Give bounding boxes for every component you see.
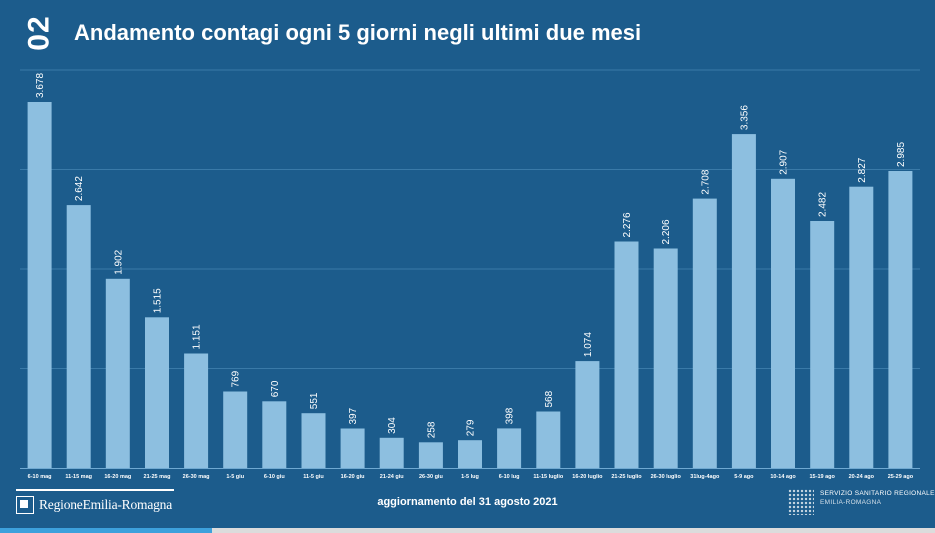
region-logo: RegioneEmilia-Romagna (16, 489, 174, 515)
data-label: 279 (466, 419, 477, 436)
region-logo-text: RegioneEmilia-Romagna (39, 497, 173, 512)
data-label: 1.902 (113, 249, 124, 274)
accent-strip (0, 528, 212, 533)
region-emblem-icon (16, 496, 34, 514)
bar (888, 171, 913, 468)
logo-rule (16, 489, 174, 491)
bar (66, 205, 91, 468)
section-number-text: 02 (23, 15, 56, 51)
x-tick-label: 26-30 mag (183, 474, 210, 480)
service-name-line2: EMILIA-ROMAGNA (820, 499, 882, 506)
x-tick-label: 21-25 mag (144, 474, 171, 480)
x-tick-label: 21-25 luglio (611, 474, 642, 480)
data-label: 2.276 (622, 212, 633, 237)
bar (418, 442, 443, 468)
x-tick-label: 6-10 giu (264, 474, 285, 480)
x-tick-label: 15-19 ago (810, 474, 836, 480)
data-label: 2.907 (779, 149, 790, 174)
bar (692, 198, 717, 468)
service-name-line1: SERVIZIO SANITARIO REGIONALE (820, 490, 935, 497)
data-label: 2.482 (818, 192, 829, 217)
x-tick-label: 11-5 giu (303, 474, 323, 480)
x-tick-label: 16-20 luglio (572, 474, 603, 480)
chart-title: Andamento contagi ogni 5 giorni negli ul… (74, 20, 642, 45)
data-label: 568 (544, 390, 555, 407)
data-label: 3.356 (739, 105, 750, 130)
data-label: 3.678 (35, 73, 46, 98)
bar (301, 413, 326, 468)
data-label: 2.985 (896, 142, 907, 167)
dots-grid-icon (788, 489, 814, 515)
bar (262, 401, 287, 468)
bar (27, 102, 52, 468)
data-label: 551 (309, 392, 320, 409)
grey-strip (212, 528, 935, 533)
x-tick-label: 1-5 lug (461, 474, 479, 480)
x-tick-label: 5-9 ago (734, 474, 754, 480)
x-tick-label: 16-20 giu (341, 474, 365, 480)
data-label: 1.074 (583, 332, 594, 357)
data-label: 2.827 (857, 157, 868, 182)
bar (810, 221, 835, 468)
data-label: 2.642 (74, 176, 85, 201)
bar (614, 241, 639, 468)
bar (458, 440, 482, 468)
bar (184, 353, 209, 468)
bar (105, 278, 130, 468)
data-label: 2.708 (700, 169, 711, 194)
bar (145, 317, 169, 468)
bar-chart: 3.678 2.642 1.902 1.515 1.151 769 670 551 397 304… (20, 69, 920, 480)
data-label: 1.515 (153, 288, 164, 313)
x-tick-label: 6-10 lug (499, 474, 520, 480)
bar (771, 178, 795, 469)
health-service-logo: SERVIZIO SANITARIO REGIONALE EMILIA-ROMA… (788, 489, 935, 519)
x-tick-label: 21-24 giu (380, 474, 404, 480)
footer: RegioneEmilia-Romagna aggiornamento del … (0, 480, 935, 533)
x-tick-label: 26-30 luglio (651, 474, 682, 480)
bar (536, 411, 561, 468)
x-tick-label: 11-15 luglio (533, 474, 564, 480)
data-label: 397 (348, 407, 359, 424)
bar (849, 186, 874, 468)
header: 02 Andamento contagi ogni 5 giorni negli… (0, 0, 935, 62)
data-label: 769 (231, 370, 242, 387)
bar (223, 391, 248, 468)
data-label: 1.151 (192, 324, 203, 349)
bar (340, 428, 365, 468)
data-label: 398 (505, 407, 516, 424)
data-label: 670 (270, 380, 281, 397)
x-tick-label: 11-15 mag (65, 474, 92, 480)
x-tick-label: 26-30 giu (419, 474, 443, 480)
bar (379, 437, 404, 468)
x-tick-label: 20-24 ago (849, 474, 875, 480)
bar (575, 361, 600, 468)
bar (497, 428, 522, 468)
data-label: 258 (426, 421, 437, 438)
x-tick-label: 16-20 mag (104, 474, 131, 480)
x-tick-label: 10-14 ago (770, 474, 796, 480)
section-number: 02 (20, 8, 60, 58)
bar (653, 248, 678, 468)
data-label: 2.206 (661, 219, 672, 244)
x-tick-label: 25-29 ago (888, 474, 914, 480)
update-date: aggiornamento del 31 agosto 2021 (377, 496, 558, 508)
data-label: 304 (387, 417, 398, 434)
x-tick-label: 31lug-4ago (690, 474, 720, 480)
x-tick-label: 1-5 giu (226, 474, 244, 480)
x-tick-label: 6-10 mag (28, 474, 52, 480)
bar (731, 134, 756, 468)
